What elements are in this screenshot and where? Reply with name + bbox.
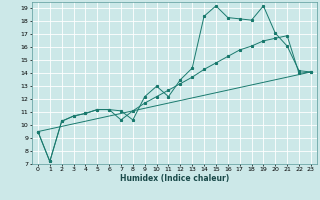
X-axis label: Humidex (Indice chaleur): Humidex (Indice chaleur) [120, 174, 229, 183]
